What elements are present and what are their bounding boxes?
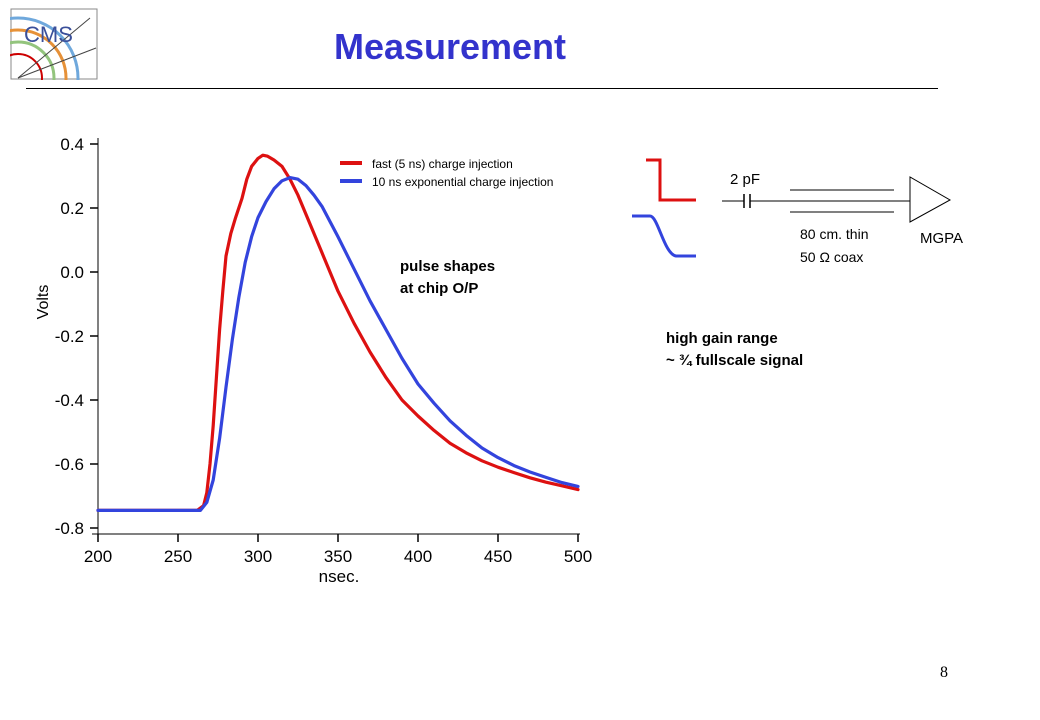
- capacitor-label: 2 pF: [730, 171, 760, 188]
- pulse-annotation-line1: pulse shapes: [400, 258, 496, 275]
- gain-annotation: high gain range ~ ¾ fullscale signal: [666, 328, 803, 372]
- fast-step-waveform: [646, 158, 696, 202]
- x-tick-label: 400: [404, 547, 432, 566]
- circuit-diagram: 2 pF 80 cm. thin 50 Ω coax MGPA: [632, 158, 963, 265]
- y-tick-label: -0.2: [55, 327, 84, 346]
- gain-annotation-line2: ~ ¾ fullscale signal: [666, 352, 804, 369]
- y-tick-label: -0.8: [55, 519, 84, 538]
- series-line-2: [96, 175, 580, 512]
- title-divider: [26, 88, 938, 89]
- page-title: Measurement: [333, 26, 567, 67]
- chart-legend: fast (5 ns) charge injection 10 ns expone…: [340, 157, 553, 189]
- y-tick-label: -0.6: [55, 455, 84, 474]
- y-tick-label: -0.4: [55, 391, 84, 410]
- x-tick-label: 250: [164, 547, 192, 566]
- amplifier-label: MGPA: [920, 230, 963, 247]
- y-tick-label: 0.2: [60, 199, 84, 218]
- cms-logo: CMS: [10, 8, 98, 80]
- cable-label-line2: 50 Ω coax: [800, 249, 863, 265]
- x-axis-label: nsec.: [319, 567, 360, 586]
- x-tick-label: 200: [84, 547, 112, 566]
- x-tick-label: 300: [244, 547, 272, 566]
- x-tick-label: 350: [324, 547, 352, 566]
- amplifier-triangle: [909, 176, 952, 223]
- cable-label-line1: 80 cm. thin: [800, 226, 868, 242]
- pulse-annotation: pulse shapes at chip O/P: [400, 256, 495, 300]
- x-tick-label: 450: [484, 547, 512, 566]
- series-line-1: [96, 153, 580, 512]
- legend-label-1: fast (5 ns) charge injection: [372, 157, 513, 171]
- slow-step-waveform: [632, 214, 696, 258]
- pulse-annotation-line2: at chip O/P: [400, 280, 479, 297]
- gain-annotation-line1: high gain range: [666, 330, 778, 347]
- y-axis-label: Volts: [35, 285, 52, 320]
- y-tick-label: 0.0: [60, 263, 84, 282]
- legend-label-2: 10 ns exponential charge injection: [372, 175, 553, 189]
- y-tick-label: 0.4: [60, 135, 84, 154]
- logo-text: CMS: [24, 22, 73, 47]
- chart-series: [96, 153, 580, 512]
- x-tick-label: 500: [564, 547, 592, 566]
- page-number: 8: [940, 664, 948, 681]
